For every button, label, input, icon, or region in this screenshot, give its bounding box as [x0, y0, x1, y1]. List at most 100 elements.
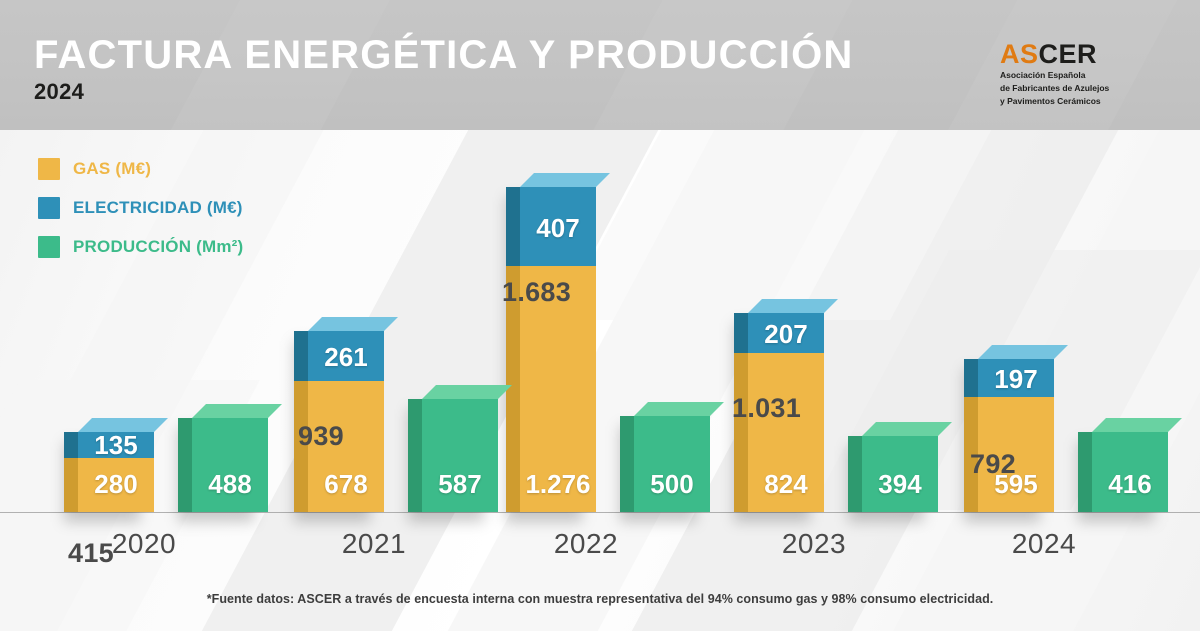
bar-face-side	[506, 187, 520, 266]
header-band: FACTURA ENERGÉTICA Y PRODUCCIÓN 2024 ASC…	[0, 0, 1200, 130]
bar-face-top	[978, 345, 1068, 359]
bar-face-side	[64, 432, 78, 458]
bar-face-side	[64, 458, 78, 512]
total-label-2024: 792	[970, 449, 1016, 479]
bar-group-2024: 595 197 792 416 2024	[920, 130, 1182, 631]
energy-stacked-bar-2020[interactable]: 280 135	[64, 418, 168, 522]
ascer-logo: ASCER Asociación Española de Fabricantes…	[1000, 40, 1180, 108]
bar-face-front	[978, 359, 1054, 397]
bar-face-side	[734, 353, 748, 512]
logo-tagline-line-3: y Pavimentos Cerámicos	[1000, 96, 1101, 107]
bar-face-top	[422, 385, 512, 399]
bar-face-side	[178, 418, 192, 512]
value-label-electricidad-2021: 261	[324, 342, 368, 372]
page-title: FACTURA ENERGÉTICA Y PRODUCCIÓN	[34, 33, 854, 77]
bar-face-top	[748, 299, 838, 313]
legend-label-produccion: PRODUCCIÓN (Mm²)	[73, 237, 244, 256]
bar-face-top	[192, 404, 282, 418]
legend-swatch-produccion-icon	[38, 236, 60, 258]
energy-stacked-bar-2022[interactable]: 1.276 407	[506, 173, 610, 522]
value-label-electricidad-2022: 407	[536, 212, 580, 243]
legend-label-electricidad: ELECTRICIDAD (M€)	[73, 198, 243, 217]
value-label-gas-2024: 595	[994, 469, 1038, 499]
bar-face-top	[1092, 418, 1182, 432]
value-label-gas-2021: 678	[324, 469, 368, 499]
value-label-electricidad-2024: 197	[994, 364, 1038, 394]
logo-word-as: AS	[1000, 39, 1039, 69]
produccion-bar-2020[interactable]: 488	[178, 404, 282, 522]
value-label-gas-2023: 824	[764, 469, 808, 499]
value-label-produccion-2022: 500	[650, 469, 694, 499]
bar-face-top	[308, 317, 398, 331]
total-label-2020: 415	[68, 538, 114, 568]
total-label-2021: 939	[298, 421, 344, 451]
value-label-gas-2020: 280	[94, 469, 138, 499]
axis-label-2022: 2022	[553, 528, 619, 559]
bar-face-top	[520, 173, 610, 187]
bar-face-front	[520, 266, 596, 512]
legend-item-produccion: PRODUCCIÓN (Mm²)	[38, 235, 243, 259]
bar-face-front	[192, 418, 268, 512]
value-label-produccion-2021: 587	[438, 469, 482, 499]
bar-face-side	[848, 436, 862, 512]
bar-face-side	[964, 359, 978, 397]
energy-stacked-bar-2023[interactable]: 824 207	[734, 299, 838, 522]
logo-tagline-line-1: Asociación Española	[1000, 70, 1086, 80]
bar-face-front	[748, 313, 824, 353]
value-label-electricidad-2020: 135	[94, 430, 138, 460]
axis-label-2021: 2021	[341, 528, 407, 559]
produccion-bar-2021[interactable]: 587	[408, 385, 512, 522]
bar-face-top	[634, 402, 724, 416]
total-label-2023: 1.031	[732, 393, 802, 423]
bar-face-front	[748, 353, 824, 512]
logo-word-cer: CER	[1038, 39, 1098, 69]
legend-swatch-gas-icon	[38, 158, 60, 180]
axis-label-2023: 2023	[781, 528, 847, 559]
bar-face-side	[734, 313, 748, 353]
produccion-bar-2024[interactable]: 416	[1078, 418, 1182, 522]
total-label-2022: 1.683	[502, 277, 572, 307]
bar-face-front	[520, 187, 596, 266]
axis-label-2024: 2024	[1011, 528, 1077, 559]
chart-baseline	[0, 512, 1200, 513]
axis-label-2020: 2020	[111, 528, 177, 559]
logo-wordmark: ASCER	[1000, 40, 1180, 68]
bar-face-side	[620, 416, 634, 512]
bar-face-top	[862, 422, 952, 436]
bar-face-front	[422, 399, 498, 512]
value-label-produccion-2020: 488	[208, 469, 252, 499]
logo-tagline-line-2: de Fabricantes de Azulejos	[1000, 83, 1110, 94]
value-label-produccion-2023: 394	[878, 469, 922, 499]
bar-face-front	[862, 436, 938, 512]
source-footnote: *Fuente datos: ASCER a través de encuest…	[206, 592, 994, 606]
bar-chart: 280 135 415 488 2020 678 261 939 587 2021 1.276 407…	[0, 130, 1200, 631]
legend-swatch-electricidad-icon	[38, 197, 60, 219]
bar-face-side	[408, 399, 422, 512]
bar-face-front	[978, 397, 1054, 512]
bar-group-2022: 1.276 407 1.683 500 2022	[462, 130, 724, 631]
value-label-gas-2022: 1.276	[525, 469, 591, 499]
legend-label-gas: GAS (M€)	[73, 159, 152, 178]
bar-face-front	[308, 381, 384, 512]
bar-face-side	[294, 381, 308, 512]
bar-group-2021: 678 261 939 587 2021	[250, 130, 512, 631]
page-subtitle-year: 2024	[34, 79, 85, 104]
energy-stacked-bar-2024[interactable]: 595 197	[964, 345, 1068, 522]
bar-face-front	[634, 416, 710, 512]
bar-face-front	[308, 331, 384, 381]
value-label-electricidad-2023: 207	[764, 319, 808, 349]
bar-face-side	[964, 397, 978, 512]
produccion-bar-2023[interactable]: 394	[848, 422, 952, 522]
bar-face-front	[1092, 432, 1168, 512]
bar-group-2020: 280 135 415 488 2020	[20, 130, 282, 631]
legend-item-electricidad: ELECTRICIDAD (M€)	[38, 196, 243, 220]
bar-face-side	[1078, 432, 1092, 512]
bar-face-side	[506, 266, 520, 512]
produccion-bar-2022[interactable]: 500	[620, 402, 724, 522]
legend-item-gas: GAS (M€)	[38, 157, 243, 181]
bar-face-front	[78, 458, 154, 512]
bar-face-side	[294, 331, 308, 381]
bar-group-2023: 824 207 1.031 394 2023	[690, 130, 952, 631]
energy-stacked-bar-2021[interactable]: 678 261	[294, 317, 398, 522]
